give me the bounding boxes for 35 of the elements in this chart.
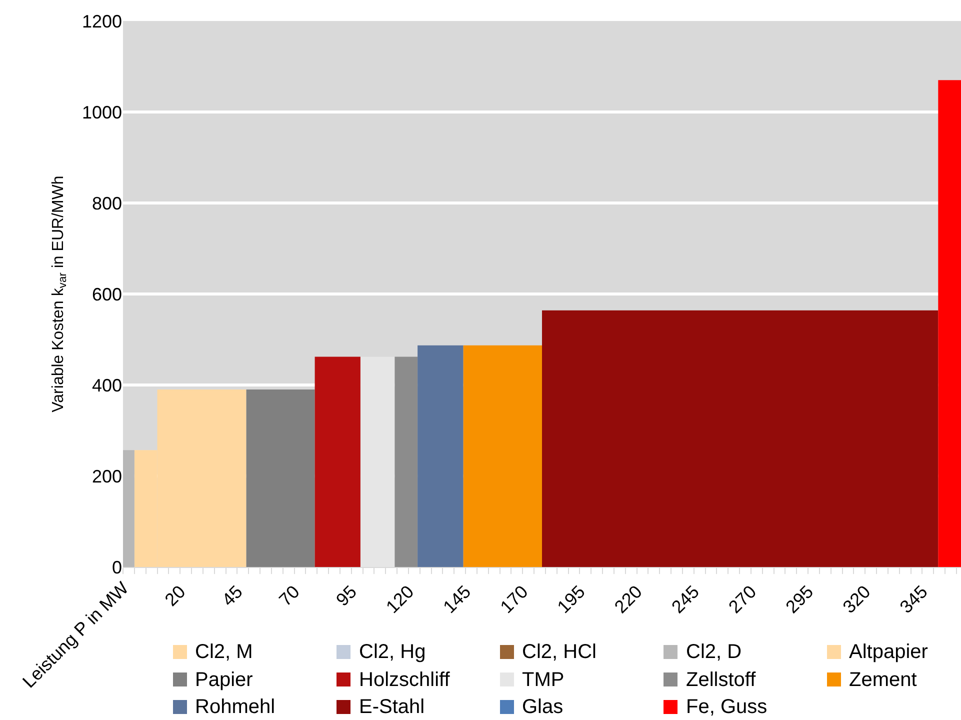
legend-label: Holzschliff <box>359 669 450 691</box>
y-tick-label: 1000 <box>82 102 122 122</box>
y-tick-label: 600 <box>92 284 122 304</box>
x-tick-label: 270 <box>724 582 760 618</box>
legend-label: Zellstoff <box>686 669 756 691</box>
x-tick-label: 195 <box>553 582 589 618</box>
legend-label: Papier <box>195 669 254 691</box>
y-tick-label: 400 <box>92 375 122 396</box>
legend-label: TMP <box>522 669 564 691</box>
x-tick-label: 345 <box>896 582 932 618</box>
legend-label: Rohmehl <box>195 696 276 718</box>
x-tick-label: 320 <box>838 582 874 618</box>
legend-label: Altpapier <box>849 641 928 663</box>
x-tick-label: 295 <box>782 582 818 618</box>
legend-label: E-Stahl <box>359 696 425 718</box>
legend-label: Zement <box>849 669 918 691</box>
legend-label: Cl2, Hg <box>359 641 426 663</box>
x-tick-label: 20 <box>160 582 190 610</box>
x-tick-label: 220 <box>610 582 646 618</box>
x-tick-label: 95 <box>332 582 361 610</box>
x-tick-label: 245 <box>668 582 704 618</box>
y-tick-label: 800 <box>92 193 122 214</box>
x-tick-label: 70 <box>275 582 304 610</box>
legend-label: Fe, Guss <box>686 696 768 718</box>
x-tick-label: 145 <box>439 582 475 618</box>
y-tick-label: 200 <box>92 466 122 486</box>
legend-label: Cl2, M <box>195 641 253 663</box>
legend-label: Cl2, D <box>686 641 742 663</box>
legend-label: Cl2, HCl <box>522 641 596 663</box>
y-tick-label: 0 <box>112 557 122 578</box>
x-tick-label: 120 <box>382 582 418 618</box>
x-tick-label: 45 <box>218 582 246 610</box>
y-tick-label: 1200 <box>82 11 122 32</box>
x-tick-label: 170 <box>496 582 532 618</box>
legend-label: Glas <box>522 696 564 718</box>
